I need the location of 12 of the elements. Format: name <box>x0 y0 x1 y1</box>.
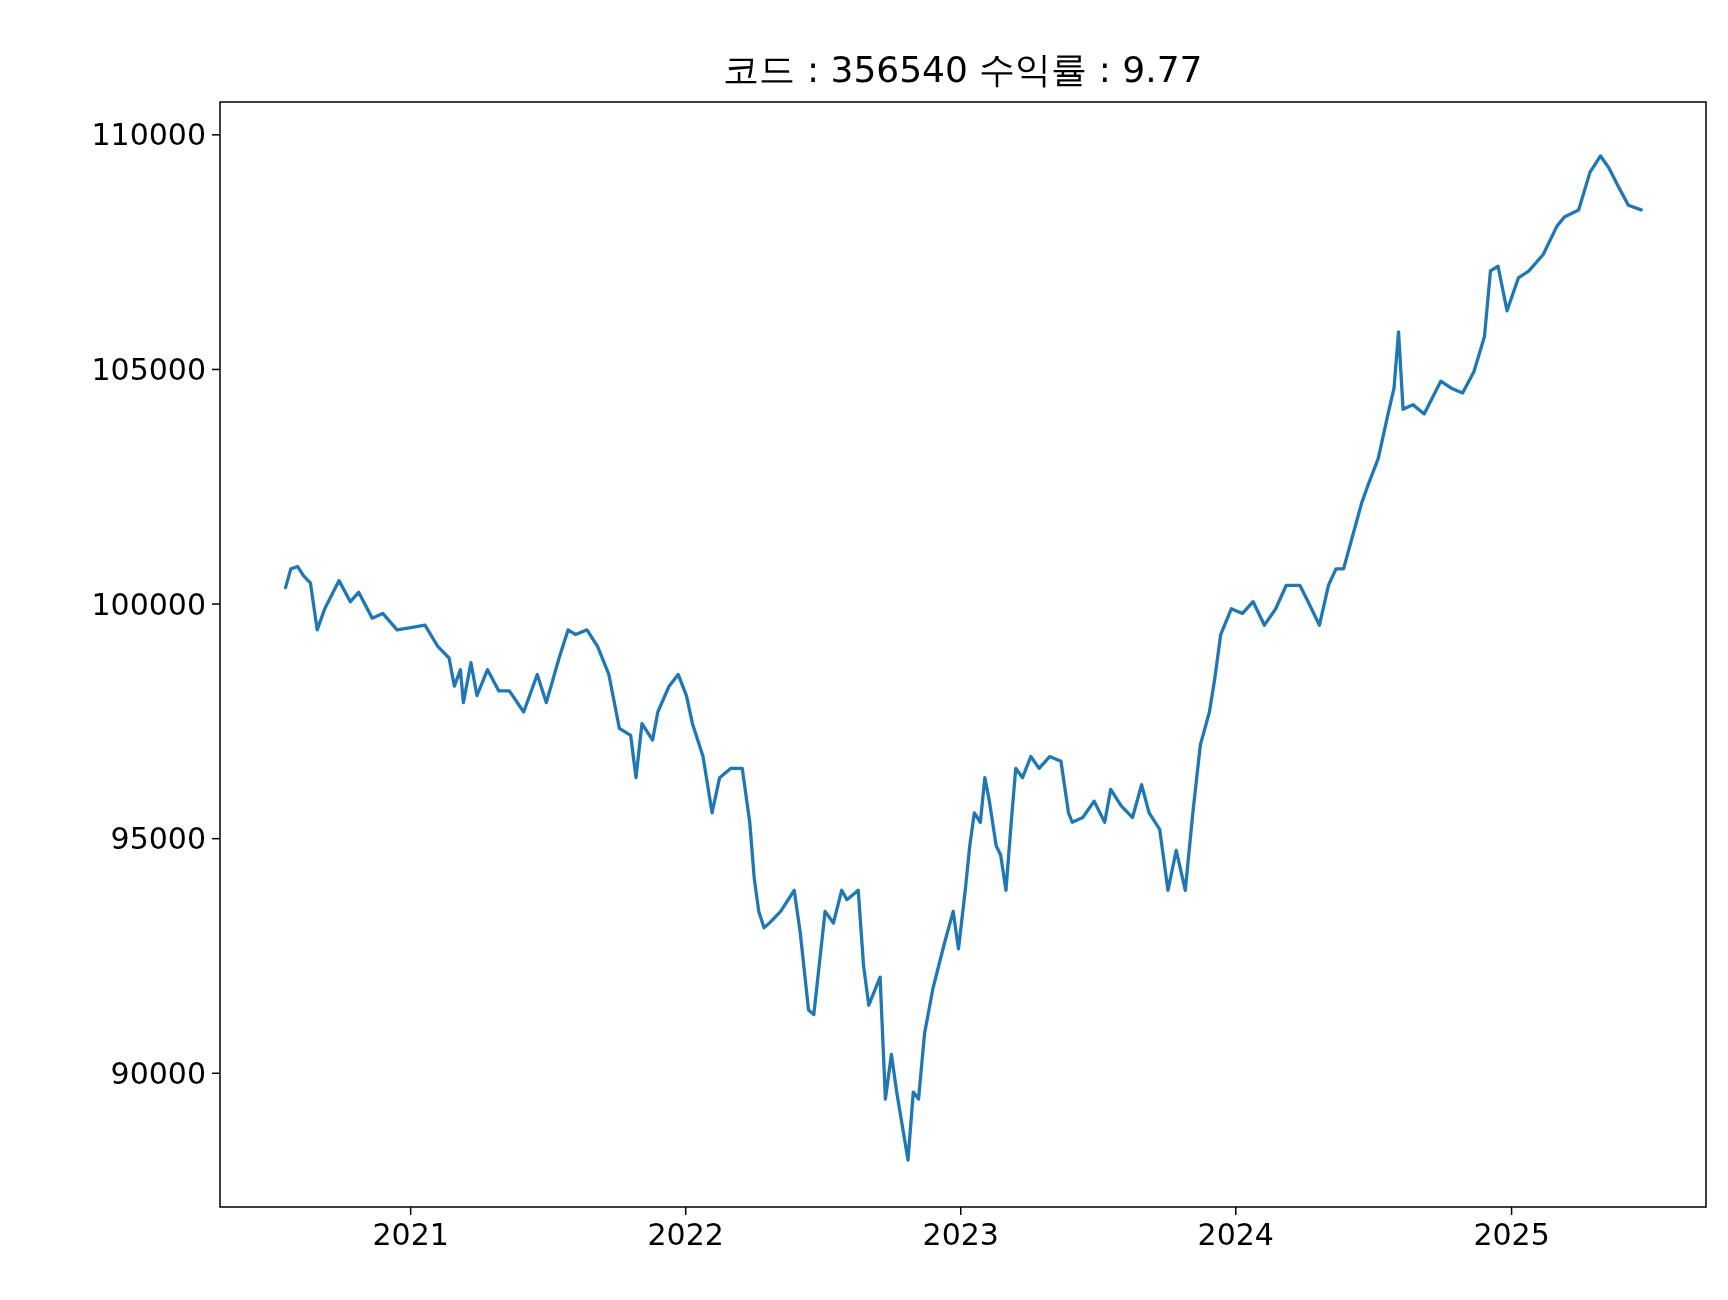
line-series <box>283 154 1643 1162</box>
x-tick-label: 2024 <box>1197 1217 1274 1252</box>
x-tick-label: 2023 <box>922 1217 999 1252</box>
chart-title: 코드 : 356540 수익률 : 9.77 <box>723 49 1203 90</box>
y-tick-label: 100000 <box>91 586 206 622</box>
y-tick-label: 105000 <box>91 351 206 387</box>
x-tick-label: 2021 <box>372 1217 449 1252</box>
x-tick-label: 2025 <box>1473 1217 1550 1252</box>
x-tick-label: 2022 <box>647 1217 724 1252</box>
y-tick-label: 90000 <box>110 1055 206 1091</box>
y-tick-label: 95000 <box>110 821 206 857</box>
y-tick-label: 110000 <box>91 117 206 153</box>
